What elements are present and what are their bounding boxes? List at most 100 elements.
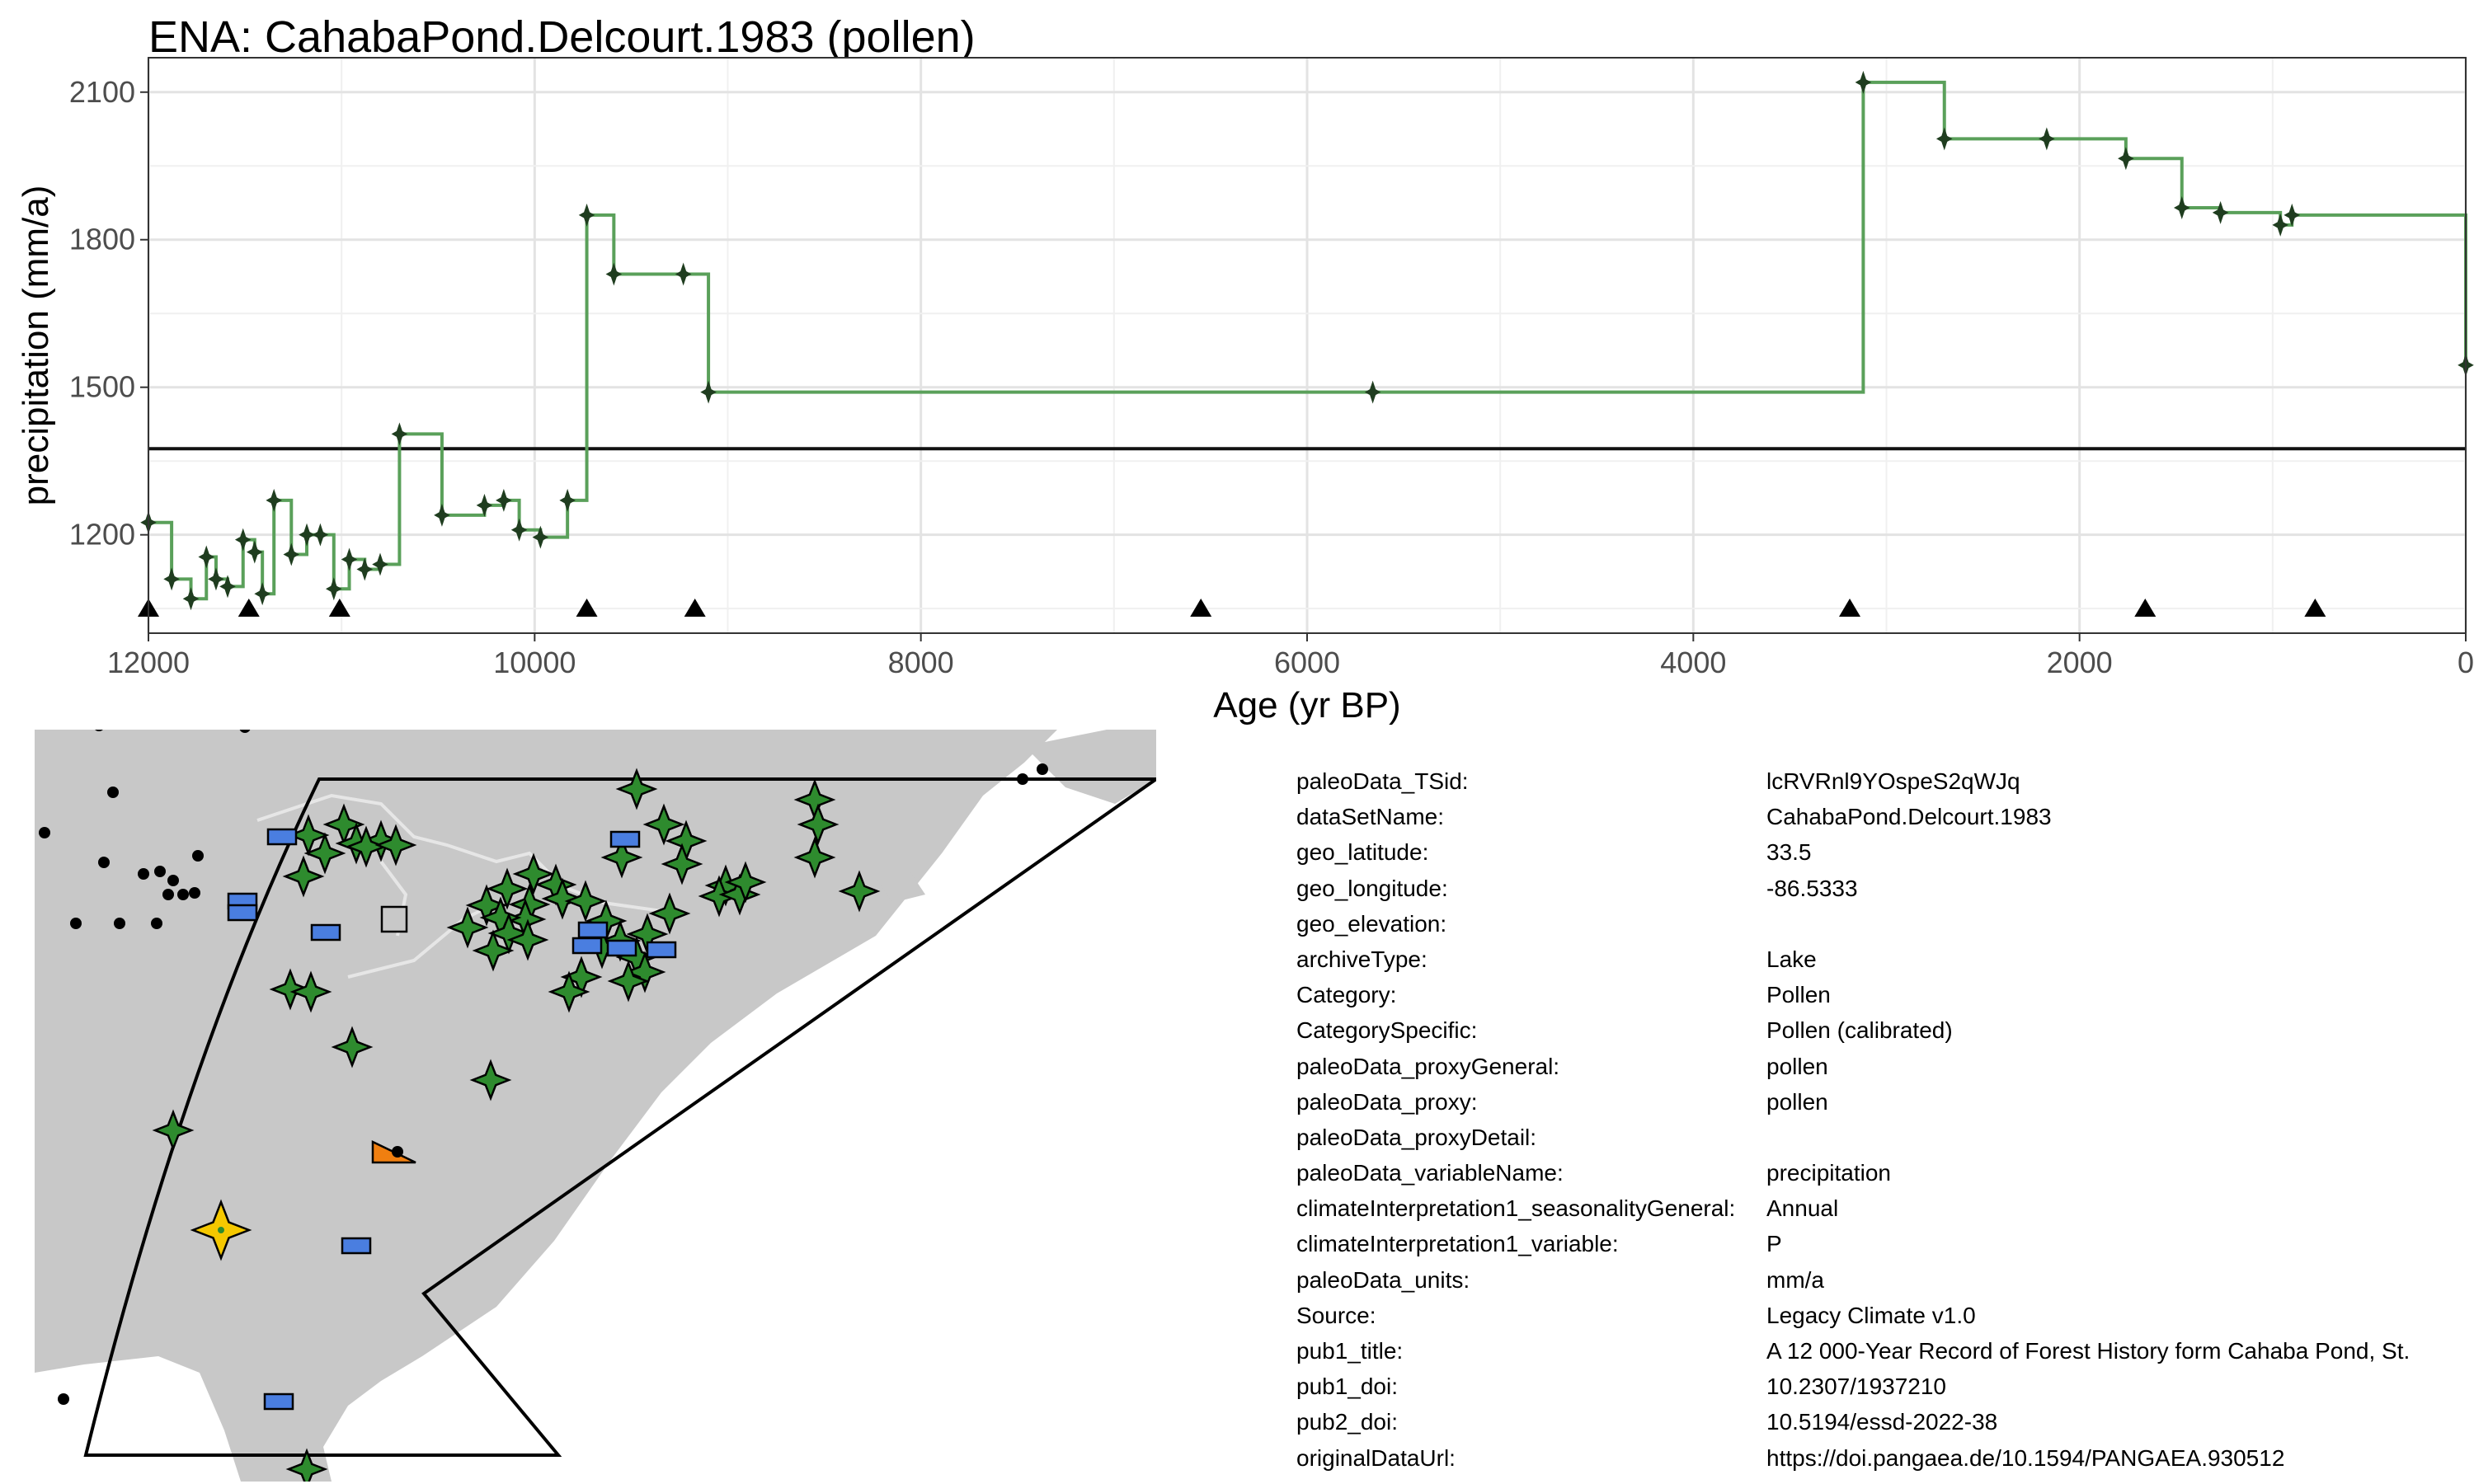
x-tick-label: 4000 — [1660, 646, 1726, 679]
data-point — [476, 493, 493, 517]
site-marker-other — [192, 850, 204, 862]
y-axis: 1200 1500 1800 2100 — [69, 75, 148, 552]
metadata-key: pub1_doi: — [1296, 1374, 1399, 1400]
data-point — [326, 577, 342, 601]
age-control-triangle — [1190, 599, 1212, 617]
data-point — [341, 547, 358, 571]
site-marker-pollen — [360, 819, 402, 862]
site-marker-pollen — [331, 1026, 374, 1068]
x-tick-label: 2000 — [2047, 646, 2113, 679]
site-marker-other — [70, 918, 82, 929]
data-point — [532, 525, 549, 549]
age-control-triangle — [2134, 599, 2157, 617]
data-point — [312, 523, 329, 547]
metadata-key: paleoData_proxyDetail: — [1296, 1124, 1537, 1150]
site-marker-pollen — [607, 960, 650, 1003]
data-point — [605, 262, 623, 286]
x-tick-label: 12000 — [107, 646, 190, 679]
y-tick-label: 2100 — [69, 75, 135, 109]
chart-title: ENA: CahabaPond.Delcourt.1983 (pollen) — [148, 12, 976, 62]
site-marker-pollen — [838, 870, 881, 913]
site-marker-other — [239, 730, 251, 733]
data-point — [219, 575, 236, 599]
age-control-triangle — [684, 599, 706, 617]
site-marker-pollen — [486, 867, 529, 910]
grid-lines — [147, 58, 2467, 633]
y-tick-label: 1800 — [69, 223, 135, 256]
x-tick-label: 10000 — [493, 646, 576, 679]
map-svg — [35, 730, 1156, 1482]
metadata-value: pollen — [1766, 1053, 1828, 1079]
metadata-value: 10.2307/1937210 — [1766, 1374, 1946, 1400]
site-marker-pollen — [345, 825, 388, 868]
age-control-triangle — [328, 599, 350, 617]
site-marker-pollen — [615, 768, 658, 810]
metadata-key: geo_elevation: — [1296, 910, 1447, 937]
site-marker-other — [151, 918, 162, 929]
data-point — [254, 582, 270, 606]
land-mass — [35, 730, 1057, 1482]
site-marker-pollen — [269, 968, 312, 1011]
site-marker-other — [114, 918, 125, 929]
site-marker-pollen — [661, 843, 703, 885]
x-axis: 12000 10000 8000 6000 4000 2000 0 — [107, 633, 2474, 679]
metadata-key: pub1_title: — [1296, 1338, 1404, 1364]
x-axis-label: Age (yr BP) — [1213, 685, 1400, 726]
data-point — [675, 262, 692, 286]
metadata-key: paleoData_proxy: — [1296, 1088, 1478, 1115]
triangle-markers — [138, 599, 2326, 617]
site-marker-other — [189, 887, 200, 899]
metadata-key: climateInterpretation1_variable: — [1296, 1231, 1619, 1257]
site-marker-pollen — [648, 892, 691, 935]
site-marker-other — [98, 857, 110, 868]
data-point — [391, 422, 408, 446]
age-control-triangle — [1839, 599, 1861, 617]
site-marker-pollen — [152, 1109, 195, 1152]
site-marker-pollen — [797, 803, 840, 846]
x-tick-label: 8000 — [888, 646, 954, 679]
metadata-key: paleoData_units: — [1296, 1266, 1470, 1293]
site-marker-pollen — [793, 836, 836, 879]
site-marker-pollen — [289, 970, 332, 1013]
data-point — [434, 503, 450, 527]
metadata-value: https://doi.pangaea.de/10.1594/PANGAEA.9… — [1766, 1444, 2285, 1471]
land-islands — [711, 820, 925, 903]
metadata-key: Category: — [1296, 982, 1397, 1008]
data-point — [2212, 200, 2229, 224]
site-marker-pollen — [446, 906, 489, 949]
site-marker-pollen — [465, 884, 508, 927]
metadata-value: A 12 000-Year Record of Forest History f… — [1766, 1338, 2411, 1364]
site-marker-other — [95, 730, 103, 731]
site-marker-pollen — [564, 880, 607, 923]
site-marker-other — [154, 866, 166, 877]
data-point — [510, 518, 528, 542]
data-point — [372, 552, 388, 576]
x-tick-label: 6000 — [1274, 646, 1340, 679]
y-tick-label: 1500 — [69, 370, 135, 404]
data-point — [1935, 127, 1953, 151]
metadata-key: geo_latitude: — [1296, 839, 1429, 866]
site-marker-other — [1037, 763, 1048, 775]
site-marker-lake — [341, 1237, 372, 1255]
data-point — [283, 542, 300, 566]
metadata-key: CategorySpecific: — [1296, 1017, 1478, 1044]
data-point — [356, 557, 374, 581]
data-point — [163, 567, 180, 591]
site-marker-other — [39, 827, 50, 838]
y-axis-label: precipitation (mm/a) — [16, 186, 56, 506]
site-marker-lake — [609, 830, 641, 848]
site-marker-pollen — [374, 824, 417, 866]
metadata-value: 10.5194/essd-2022-38 — [1766, 1409, 1998, 1435]
metadata-value: -86.5333 — [1766, 875, 1858, 901]
age-control-triangle — [2304, 599, 2326, 617]
site-marker-unknown — [380, 905, 408, 933]
metadata-value: CahabaPond.Delcourt.1983 — [1766, 804, 2052, 830]
x-tick-label: 0 — [2458, 646, 2474, 679]
site-marker-lake — [310, 923, 341, 942]
y-tick-label: 1200 — [69, 518, 135, 552]
selected-site-center — [218, 1227, 224, 1233]
site-marker-lake — [263, 1392, 294, 1411]
data-point — [700, 380, 717, 404]
site-marker-other — [167, 875, 179, 886]
site-marker-other — [392, 1146, 403, 1158]
